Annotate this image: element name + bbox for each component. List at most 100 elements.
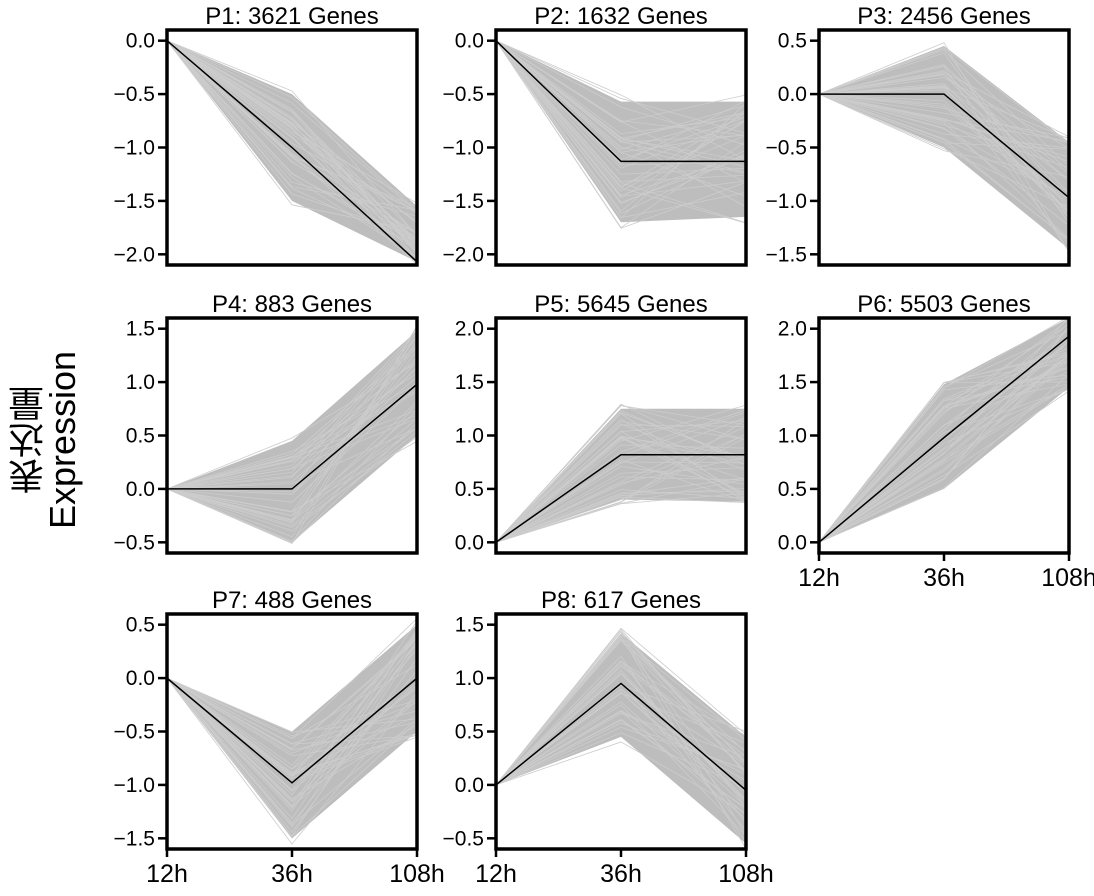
y-tick-label: 0.5 bbox=[126, 425, 155, 448]
gene-trace bbox=[819, 322, 1069, 543]
gene-trace bbox=[167, 677, 417, 779]
gene-trace bbox=[167, 677, 417, 803]
gene-trace bbox=[819, 93, 1069, 144]
gene-trace bbox=[819, 93, 1069, 139]
gene-trace bbox=[819, 64, 1069, 200]
gene-trace bbox=[496, 430, 746, 543]
panel-1-plot-area bbox=[167, 40, 417, 265]
gene-trace bbox=[167, 436, 417, 528]
gene-trace bbox=[167, 637, 417, 750]
gene-trace bbox=[167, 635, 417, 766]
panel-3: P3: 2456 Genes 0.5 0.0 −0.5 −1.0 −1.5 bbox=[766, 3, 1071, 267]
gene-trace bbox=[819, 47, 1069, 145]
y-tick-label: −1.5 bbox=[114, 190, 155, 213]
y-tick-label: 1.5 bbox=[778, 371, 807, 394]
mean-profile-line bbox=[167, 383, 417, 490]
gene-trace bbox=[167, 40, 417, 236]
y-tick-label: 0.5 bbox=[778, 478, 807, 501]
gene-trace bbox=[167, 40, 417, 217]
gene-trace bbox=[496, 655, 746, 843]
gene-trace bbox=[167, 40, 417, 232]
gene-trace bbox=[496, 40, 746, 212]
gene-trace bbox=[167, 677, 417, 757]
gene-trace bbox=[167, 677, 417, 778]
gene-trace bbox=[819, 93, 1069, 178]
gene-trace bbox=[819, 42, 1069, 252]
panel-7-plot-area bbox=[167, 618, 417, 845]
gene-trace bbox=[167, 386, 417, 503]
gene-trace bbox=[496, 718, 746, 810]
gene-trace bbox=[167, 677, 417, 807]
gene-trace bbox=[167, 629, 417, 812]
gene-trace bbox=[167, 40, 417, 258]
gene-trace bbox=[167, 362, 417, 490]
gene-trace bbox=[819, 49, 1069, 167]
y-tick-label: 0.0 bbox=[455, 30, 484, 53]
gene-trace bbox=[819, 347, 1069, 543]
y-tick-label: −0.5 bbox=[443, 827, 484, 850]
gene-trace bbox=[167, 422, 417, 544]
gene-trace bbox=[167, 618, 417, 739]
gene-trace bbox=[167, 372, 417, 490]
gene-trace bbox=[167, 677, 417, 774]
y-tick-label: 1.5 bbox=[455, 614, 484, 637]
gene-trace bbox=[819, 354, 1069, 543]
y-tick-label: 0.5 bbox=[126, 614, 155, 637]
gene-trace bbox=[496, 433, 746, 543]
gene-trace bbox=[496, 40, 746, 135]
gene-trace bbox=[496, 40, 746, 150]
gene-trace bbox=[819, 93, 1069, 211]
panel-title: P3: 2456 Genes bbox=[857, 3, 1030, 30]
gene-trace bbox=[819, 93, 1069, 149]
gene-trace bbox=[167, 366, 417, 493]
gene-trace bbox=[167, 440, 417, 512]
y-tick-label: 0.5 bbox=[778, 30, 807, 53]
gene-trace bbox=[819, 71, 1069, 138]
x-tick-label: 36h bbox=[271, 860, 313, 888]
gene-trace bbox=[819, 93, 1069, 240]
gene-trace bbox=[496, 456, 746, 543]
y-tick-label: −0.5 bbox=[114, 721, 155, 744]
gene-trace bbox=[819, 93, 1069, 197]
gene-trace bbox=[819, 357, 1069, 543]
mean-profile-line bbox=[496, 40, 746, 163]
gene-trace bbox=[496, 434, 746, 543]
gene-trace bbox=[819, 65, 1069, 252]
gene-trace bbox=[167, 40, 417, 248]
gene-trace bbox=[167, 40, 417, 222]
gene-trace bbox=[496, 672, 746, 800]
gene-trace bbox=[496, 459, 746, 543]
gene-trace bbox=[496, 701, 746, 816]
gene-trace bbox=[496, 669, 746, 804]
gene-trace bbox=[819, 383, 1069, 543]
gene-trace bbox=[496, 664, 746, 786]
gene-trace bbox=[167, 357, 417, 490]
gene-trace bbox=[167, 40, 417, 237]
panel-6: P6: 5503 Genes 2.0 1.5 1.0 0.5 0.0 12h 36h 108h bbox=[778, 291, 1094, 592]
gene-trace bbox=[496, 40, 746, 146]
gene-trace bbox=[167, 403, 417, 542]
gene-trace bbox=[496, 741, 746, 814]
gene-trace bbox=[496, 40, 746, 169]
mean-profile-line bbox=[167, 677, 417, 784]
gene-trace bbox=[819, 87, 1069, 215]
gene-trace bbox=[167, 40, 417, 213]
gene-trace bbox=[167, 644, 417, 837]
y-tick-label: 0.0 bbox=[455, 774, 484, 797]
gene-trace bbox=[819, 327, 1069, 543]
gene-trace bbox=[819, 73, 1069, 181]
gene-trace bbox=[496, 732, 746, 788]
panel-title: P5: 5645 Genes bbox=[534, 291, 707, 318]
panel-title: P4: 883 Genes bbox=[212, 291, 372, 318]
y-tick-label: −2.0 bbox=[443, 243, 484, 266]
mean-profile-line bbox=[496, 453, 746, 543]
panel-8: P8: 617 Genes 1.5 1.0 0.5 0.0 −0.5 12h 36h 108h bbox=[443, 587, 774, 888]
gene-trace bbox=[819, 388, 1069, 543]
gene-trace bbox=[167, 40, 417, 252]
gene-trace bbox=[496, 40, 746, 174]
panel-2-plot-area bbox=[496, 40, 746, 229]
gene-trace bbox=[819, 360, 1069, 543]
expression-band bbox=[496, 633, 746, 844]
gene-trace bbox=[496, 713, 746, 786]
